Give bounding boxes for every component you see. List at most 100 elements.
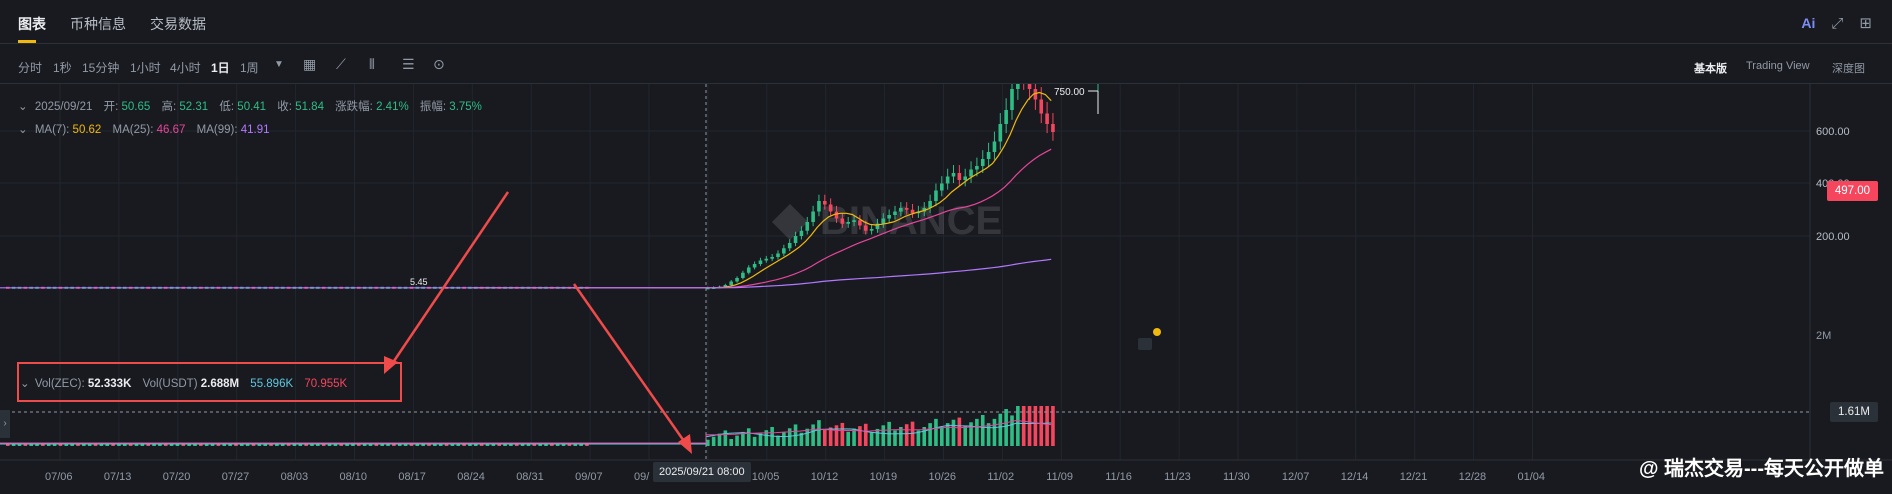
tab-chart[interactable]: 图表 (18, 16, 46, 32)
volume-bar (834, 425, 839, 446)
volume-bar (6, 444, 10, 446)
volume-bar (980, 415, 985, 446)
vol-axis-label: 2M (1816, 330, 1831, 342)
volume-bar (544, 444, 548, 446)
candle (834, 211, 839, 219)
volume-bar (386, 444, 390, 446)
volume-bar (828, 427, 833, 446)
volume-bar (520, 444, 525, 446)
volume-bar (204, 444, 209, 446)
volume-bar (415, 444, 420, 446)
interval-1w[interactable]: 1周 (240, 61, 259, 75)
candle (770, 257, 774, 259)
volume-bar (327, 444, 332, 446)
volume-bar (280, 444, 285, 446)
volume-bar (986, 423, 991, 446)
interval-4h[interactable]: 4小时 (170, 61, 201, 75)
candle (817, 201, 821, 212)
volume-bar (899, 427, 903, 446)
interval-1s[interactable]: 1秒 (53, 61, 72, 75)
volume-bar (380, 444, 384, 446)
interval-15m[interactable]: 15分钟 (82, 61, 120, 75)
candle (764, 258, 769, 261)
volume-bar (840, 422, 845, 446)
volume-bar (392, 444, 396, 446)
volume-bar (852, 428, 856, 446)
volume-bar (474, 444, 478, 446)
volume-bar (263, 444, 267, 446)
volume-bar (509, 444, 513, 446)
chart-area[interactable]: BINANCE 600.00 400.00 200.00 2M 750.00 5… (0, 84, 1892, 494)
volume-highlight-box (17, 362, 402, 402)
candle (975, 166, 979, 170)
x-axis-tick: 07/27 (222, 471, 250, 483)
volume-bar (345, 444, 349, 446)
x-axis-tick: 08/31 (516, 471, 544, 483)
volume-bar (863, 423, 868, 446)
volume-bar (397, 444, 402, 446)
more-intervals-icon[interactable]: ▼ (274, 59, 284, 70)
interval-1d[interactable]: 1日 (211, 61, 230, 75)
volume-bar (187, 444, 191, 446)
settings-icon[interactable]: ☰ (402, 56, 415, 72)
candle-type-icon[interactable]: ⫴ (369, 56, 375, 72)
volume-bar (175, 444, 180, 446)
candle (881, 218, 886, 224)
volume-bar (257, 444, 262, 446)
tab-coin-info[interactable]: 币种信息 (70, 16, 126, 32)
candle (1010, 89, 1014, 110)
interval-timeshare[interactable]: 分时 (18, 61, 43, 75)
candle (1027, 84, 1032, 89)
view-tradingview[interactable]: Trading View (1746, 60, 1810, 72)
volume-bar (87, 444, 92, 446)
volume-bar (427, 444, 431, 446)
volume-bar (550, 444, 554, 446)
volume-bar (351, 444, 355, 446)
volume-bar (468, 444, 472, 446)
ma-line: ⌄ MA(7): 50.62 MA(25): 46.67 MA(99): 41.… (18, 124, 270, 136)
collapse-ma-icon[interactable]: ⌄ (18, 124, 28, 136)
ai-icon[interactable]: Ai (1801, 15, 1816, 31)
volume-bar (339, 444, 344, 446)
draw-tool-icon[interactable]: ⊙ (433, 56, 445, 72)
volume-bar (316, 444, 320, 446)
collapse-icon[interactable]: ⌄ (18, 101, 28, 113)
volume-bar (782, 431, 786, 446)
expand-side-button[interactable]: › (0, 410, 10, 438)
volume-bar (450, 444, 455, 446)
crosshair-date-badge: 2025/09/21 08:00 (653, 462, 751, 482)
volume-bar (869, 432, 874, 446)
x-axis-tick: 07/13 (104, 471, 132, 483)
volume-bar (526, 444, 531, 446)
volume-bar (269, 444, 273, 446)
volume-bar (916, 430, 921, 446)
candle (793, 236, 798, 243)
calendar-icon[interactable]: ▦ (303, 56, 317, 72)
volume-bar (752, 436, 757, 446)
view-depth[interactable]: 深度图 (1832, 63, 1865, 75)
indicator-icon[interactable]: ⟋ (336, 56, 346, 72)
candle (1051, 124, 1055, 133)
grid-icon[interactable]: ⊞ (1859, 15, 1872, 32)
volume-bar (503, 444, 507, 446)
volume-bar (922, 427, 927, 446)
volume-bar (875, 428, 880, 446)
x-axis-tick: 10/19 (870, 471, 898, 483)
volume-bar (711, 436, 716, 446)
view-basic[interactable]: 基本版 (1694, 63, 1727, 75)
interval-1h[interactable]: 1小时 (130, 61, 161, 75)
candle (799, 230, 804, 236)
volume-bar (374, 444, 379, 446)
expand-icon[interactable]: ⤢ (1831, 14, 1844, 32)
tab-trading-data[interactable]: 交易数据 (150, 16, 206, 32)
candle (723, 285, 728, 287)
volume-bar (799, 432, 804, 446)
top-bar: 图表 币种信息 交易数据 Ai ⤢ ⊞ (0, 0, 1892, 44)
volume-bar (286, 444, 291, 446)
vol-zec-value: 52.333K (87, 378, 132, 390)
volume-bar (321, 444, 326, 446)
note-icon[interactable] (1138, 338, 1152, 350)
candlestick-chart[interactable]: BINANCE 600.00 400.00 200.00 2M 750.00 5… (0, 84, 1892, 494)
vol-collapse-icon[interactable]: ⌄ (20, 378, 30, 390)
volume-bar (158, 444, 162, 446)
